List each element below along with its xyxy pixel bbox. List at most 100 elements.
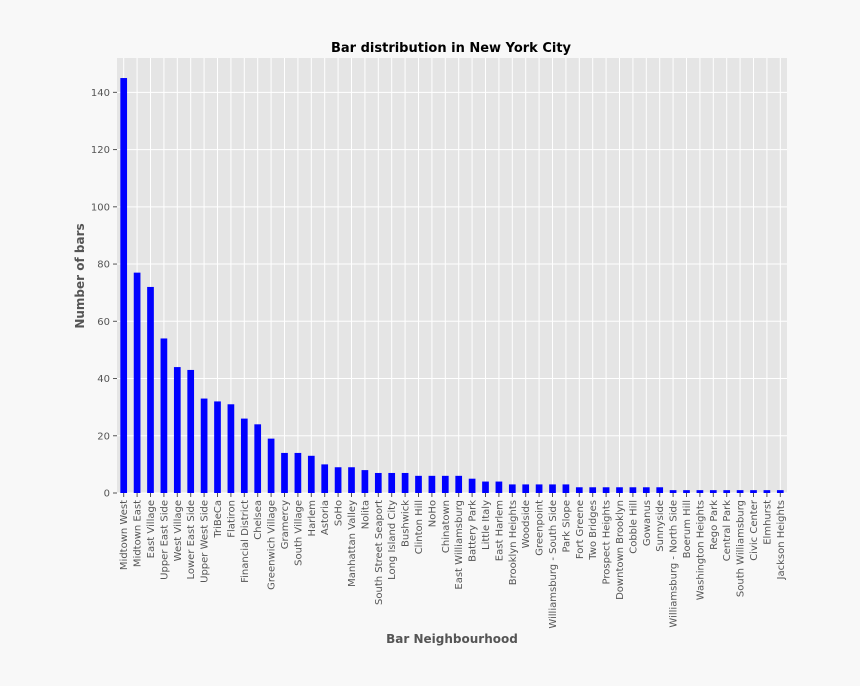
x-tick-label: Upper East Side (159, 500, 170, 580)
bar (468, 478, 476, 493)
bar (294, 452, 302, 493)
x-tick-label: TriBeCa (213, 500, 224, 539)
bar (589, 487, 597, 493)
bar (575, 487, 583, 493)
y-tick-label: 100 (91, 202, 110, 213)
x-tick-label: East Harlem (494, 500, 505, 561)
x-tick-label: Two Bridges (588, 500, 599, 561)
bars (120, 78, 784, 493)
bar (455, 475, 463, 493)
x-tick-label: Civic Center (749, 499, 760, 561)
x-tick-label: NoHo (427, 500, 438, 527)
x-tick-label: Greenpoint (535, 500, 546, 556)
x-tick-label: South Village (293, 500, 304, 566)
bar (723, 490, 731, 493)
bar (602, 487, 610, 493)
x-tick-label: Boerum Hill (682, 500, 693, 558)
bar (334, 467, 342, 493)
bar (120, 78, 128, 493)
x-tick-label: East Williamsburg (454, 500, 465, 590)
bar (401, 472, 409, 493)
bar (160, 338, 168, 493)
x-tick-label: Jackson Heights (776, 500, 787, 580)
bar (374, 472, 382, 493)
bar (495, 481, 503, 493)
x-tick-label: Clinton Hill (414, 500, 425, 554)
bar (441, 475, 449, 493)
bar (415, 475, 422, 493)
bar (428, 475, 436, 493)
x-tick-label: Astoria (320, 500, 331, 535)
bar (200, 398, 208, 493)
x-tick-label: Manhattan Valley (347, 500, 358, 587)
x-tick-label: South Williamsburg (736, 500, 747, 597)
bar (281, 452, 288, 493)
bar (616, 487, 623, 493)
x-tick-label: Sunnyside (655, 500, 666, 552)
x-tick-label: Chelsea (253, 500, 264, 540)
x-tick-label: Upper West Side (200, 500, 211, 583)
x-tick-label: Midtown West (119, 500, 130, 570)
x-tick-label: Woodside (521, 500, 532, 548)
chart-title: Bar distribution in New York City (331, 41, 572, 56)
x-tick-label: Rego Park (709, 500, 720, 550)
y-tick-label: 0 (104, 489, 110, 500)
bar (696, 490, 704, 493)
x-tick-label: Little Italy (481, 500, 492, 550)
y-axis-ticks: 0 20 40 60 80 100 120 140 (91, 88, 117, 500)
y-tick-label: 140 (91, 88, 110, 99)
x-tick-label: Central Park (722, 500, 733, 561)
bar (321, 464, 329, 493)
x-tick-label: Downtown Brooklyn (615, 500, 626, 600)
x-tick-label: Williamsburg - North Side (669, 500, 680, 628)
x-tick-label: Nolita (360, 500, 371, 529)
x-tick-label: Financial District (240, 500, 251, 583)
bar (388, 472, 396, 493)
x-tick-label: Midtown East (133, 500, 144, 567)
x-tick-label: Greenwich Village (267, 500, 278, 590)
x-tick-label: West Village (173, 500, 184, 561)
x-tick-label: Washington Heights (695, 500, 706, 600)
x-tick-label: Brooklyn Heights (508, 500, 519, 585)
bar (361, 470, 369, 493)
bar (307, 455, 315, 493)
x-tick-label: Park Slope (561, 500, 572, 553)
x-tick-label: Battery Park (468, 500, 479, 562)
bar (656, 487, 664, 493)
bar (669, 490, 677, 493)
bar (763, 490, 771, 493)
bar (187, 369, 195, 493)
x-tick-label: Elmhurst (762, 500, 773, 545)
bar (522, 484, 530, 493)
bar (736, 490, 744, 493)
y-tick-label: 40 (97, 374, 110, 385)
y-tick-label: 80 (97, 260, 110, 271)
x-tick-label: Cobble Hill (628, 500, 639, 554)
bar (173, 367, 181, 493)
x-tick-label: SoHo (334, 500, 345, 526)
bar (348, 467, 355, 493)
x-tick-label: Gowanus (642, 500, 653, 546)
bar (535, 484, 543, 493)
bar (562, 484, 570, 493)
bar (147, 286, 154, 493)
x-tick-label: Williamsburg - South Side (548, 500, 559, 629)
bar (227, 404, 235, 493)
bar (776, 490, 784, 493)
bar (709, 490, 717, 493)
bar (642, 487, 650, 493)
y-axis-label: Number of bars (73, 223, 87, 328)
x-tick-label: Long Island City (387, 500, 398, 580)
bar (508, 484, 516, 493)
x-axis-ticks: Midtown West Midtown East East Village Uppe… (119, 493, 787, 629)
x-tick-label: Lower East Side (186, 500, 197, 580)
bar (254, 424, 262, 493)
x-axis-label: Bar Neighbourhood (386, 632, 518, 646)
bar (240, 418, 248, 493)
bar (133, 272, 141, 493)
x-tick-label: Gramercy (280, 500, 291, 549)
x-tick-label: South Street Seaport (374, 500, 385, 605)
x-tick-label: Fort Greene (575, 500, 586, 559)
y-tick-label: 120 (91, 145, 110, 156)
